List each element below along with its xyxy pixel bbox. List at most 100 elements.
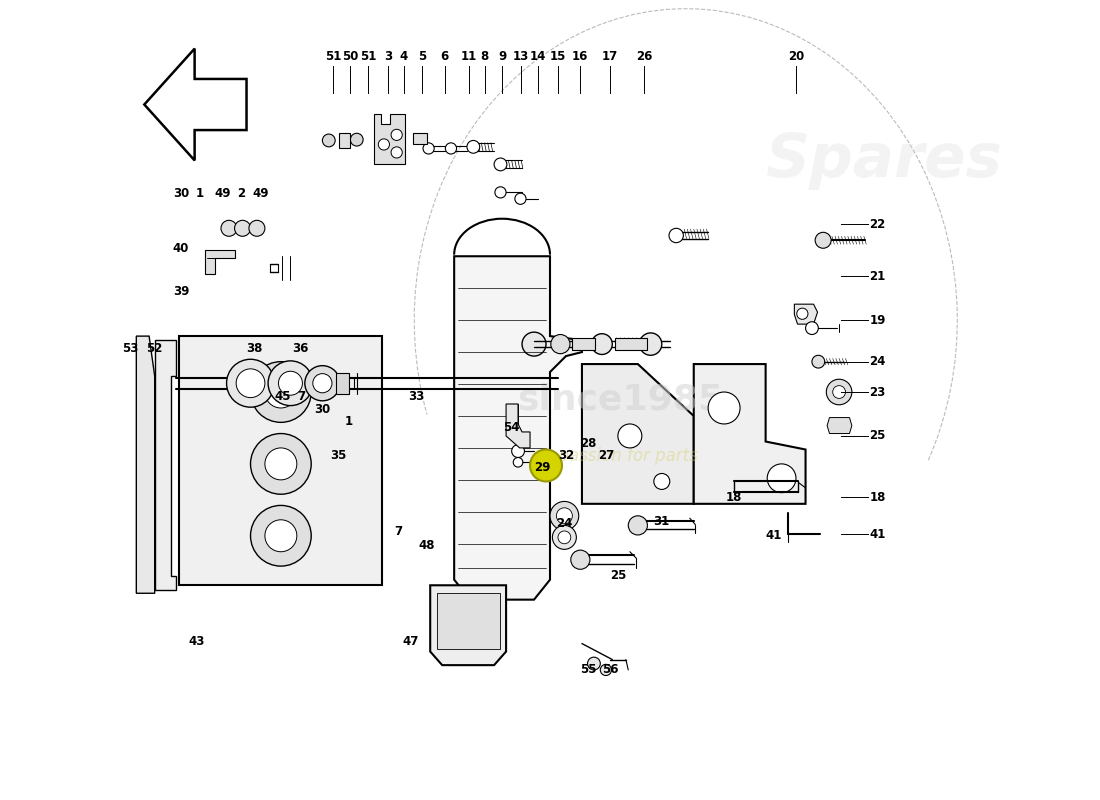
Circle shape <box>587 657 601 670</box>
Circle shape <box>592 334 613 354</box>
Text: 29: 29 <box>534 462 550 474</box>
Text: 31: 31 <box>653 515 670 528</box>
Text: 38: 38 <box>246 342 263 354</box>
Bar <box>616 338 648 350</box>
Text: 49: 49 <box>214 187 231 201</box>
Text: 21: 21 <box>869 270 886 282</box>
Text: since1985: since1985 <box>517 383 724 417</box>
Circle shape <box>466 141 480 154</box>
Circle shape <box>514 458 522 467</box>
Circle shape <box>350 134 363 146</box>
Text: 23: 23 <box>869 386 886 398</box>
Circle shape <box>515 193 526 204</box>
Text: 33: 33 <box>408 390 424 402</box>
Circle shape <box>251 506 311 566</box>
Circle shape <box>628 516 648 535</box>
Polygon shape <box>454 256 582 600</box>
Circle shape <box>558 531 571 544</box>
Circle shape <box>833 386 846 398</box>
Text: 30: 30 <box>315 403 330 416</box>
Text: 48: 48 <box>418 539 434 552</box>
Circle shape <box>812 355 825 368</box>
Circle shape <box>234 220 251 236</box>
Text: 6: 6 <box>440 50 449 63</box>
Circle shape <box>815 232 832 248</box>
Circle shape <box>268 361 312 406</box>
Circle shape <box>249 220 265 236</box>
Circle shape <box>312 374 332 393</box>
Text: 16: 16 <box>572 50 588 63</box>
Text: 39: 39 <box>173 285 189 298</box>
Text: 32: 32 <box>558 450 574 462</box>
Text: 5: 5 <box>418 50 427 63</box>
Polygon shape <box>155 340 176 590</box>
Circle shape <box>278 371 303 395</box>
Text: 9: 9 <box>498 50 506 63</box>
Text: 51: 51 <box>360 50 376 63</box>
Text: 18: 18 <box>726 491 741 504</box>
Text: 50: 50 <box>342 50 359 63</box>
Text: 14: 14 <box>530 50 547 63</box>
Circle shape <box>557 508 572 524</box>
Text: 8: 8 <box>481 50 488 63</box>
Text: 54: 54 <box>504 422 520 434</box>
Text: 25: 25 <box>609 569 626 582</box>
Circle shape <box>512 445 525 458</box>
Circle shape <box>826 379 851 405</box>
Circle shape <box>796 308 808 319</box>
Text: 41: 41 <box>869 528 886 541</box>
Polygon shape <box>144 49 246 161</box>
Circle shape <box>495 186 506 198</box>
Circle shape <box>767 464 796 493</box>
Circle shape <box>494 158 507 170</box>
Text: 18: 18 <box>869 491 886 504</box>
Polygon shape <box>582 364 694 504</box>
Text: 52: 52 <box>146 342 163 354</box>
Text: 28: 28 <box>580 438 596 450</box>
Text: 53: 53 <box>122 342 139 354</box>
Text: 7: 7 <box>297 390 305 402</box>
Circle shape <box>236 369 265 398</box>
Text: 1: 1 <box>344 415 353 428</box>
Circle shape <box>653 474 670 490</box>
Circle shape <box>530 450 562 482</box>
Polygon shape <box>437 594 501 649</box>
Text: 20: 20 <box>788 50 804 63</box>
Circle shape <box>322 134 335 147</box>
Circle shape <box>265 520 297 552</box>
Circle shape <box>265 376 297 408</box>
Circle shape <box>378 139 389 150</box>
Text: 17: 17 <box>602 50 618 63</box>
Circle shape <box>601 664 612 675</box>
Text: 30: 30 <box>173 187 189 201</box>
Text: 47: 47 <box>403 634 418 648</box>
Text: 2: 2 <box>236 187 245 201</box>
Circle shape <box>708 392 740 424</box>
Text: 45: 45 <box>274 390 290 402</box>
Circle shape <box>251 362 311 422</box>
Text: 26: 26 <box>636 50 652 63</box>
Text: 55: 55 <box>580 663 596 677</box>
Polygon shape <box>430 586 506 665</box>
Bar <box>339 134 350 148</box>
Circle shape <box>446 143 456 154</box>
Circle shape <box>251 434 311 494</box>
Text: 13: 13 <box>513 50 529 63</box>
Text: 43: 43 <box>189 634 206 648</box>
Text: 35: 35 <box>330 450 346 462</box>
Bar <box>572 338 595 350</box>
Circle shape <box>227 359 275 407</box>
Polygon shape <box>205 250 234 274</box>
Circle shape <box>805 322 818 334</box>
Circle shape <box>669 228 683 242</box>
Text: 56: 56 <box>602 663 618 677</box>
Text: 15: 15 <box>550 50 566 63</box>
Text: 41: 41 <box>766 530 782 542</box>
Circle shape <box>550 502 579 530</box>
Polygon shape <box>178 336 383 586</box>
Circle shape <box>392 147 403 158</box>
Circle shape <box>221 220 236 236</box>
Text: 4: 4 <box>399 50 408 63</box>
Text: 49: 49 <box>253 187 270 201</box>
Text: 51: 51 <box>324 50 341 63</box>
